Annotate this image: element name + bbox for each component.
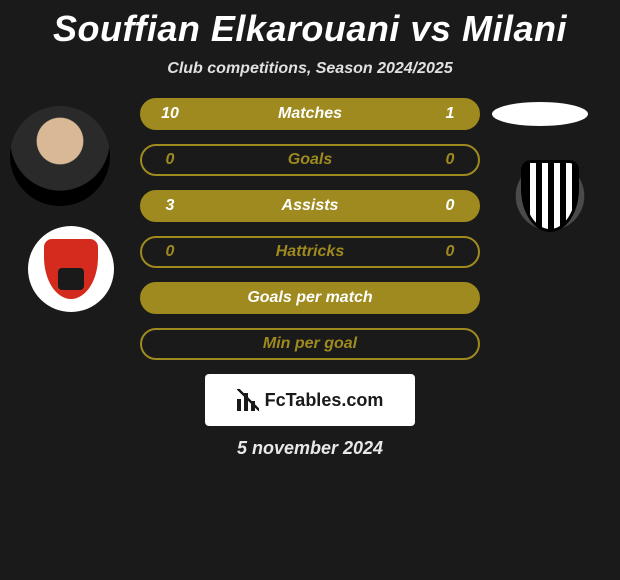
brand-badge[interactable]: FcTables.com bbox=[205, 374, 415, 426]
stat-label: Goals per match bbox=[182, 289, 438, 307]
page-title: Souffian Elkarouani vs Milani bbox=[53, 8, 567, 50]
stat-right-value: 1 bbox=[438, 105, 462, 123]
stat-row: 0Hattricks0 bbox=[140, 236, 480, 268]
stat-left-value: 0 bbox=[158, 151, 182, 169]
stat-label: Hattricks bbox=[182, 243, 438, 261]
utrecht-shield-icon bbox=[44, 239, 98, 299]
stat-left-value: 10 bbox=[158, 105, 182, 123]
season-subtitle: Club competitions, Season 2024/2025 bbox=[167, 60, 452, 78]
stat-label: Matches bbox=[182, 105, 438, 123]
club-logo-right bbox=[500, 146, 600, 246]
stat-row: 0Goals0 bbox=[140, 144, 480, 176]
heracles-shield-icon bbox=[521, 160, 579, 232]
date-label: 5 november 2024 bbox=[237, 438, 383, 459]
stat-label: Assists bbox=[182, 197, 438, 215]
stat-label: Min per goal bbox=[182, 335, 438, 353]
stat-row: 10Matches1 bbox=[140, 98, 480, 130]
stat-row: 3Assists0 bbox=[140, 190, 480, 222]
player-photo-left bbox=[10, 106, 110, 206]
brand-label: FcTables.com bbox=[265, 390, 384, 411]
stat-right-value: 0 bbox=[438, 197, 462, 215]
stat-left-value: 3 bbox=[158, 197, 182, 215]
comparison-card: Souffian Elkarouani vs Milani Club compe… bbox=[0, 0, 620, 580]
player-photo-right bbox=[492, 102, 588, 126]
stat-row: Goals per match bbox=[140, 282, 480, 314]
chart-icon bbox=[237, 389, 259, 411]
main-area: 10Matches10Goals03Assists00Hattricks0Goa… bbox=[0, 98, 620, 360]
club-logo-left bbox=[28, 226, 114, 312]
stat-label: Goals bbox=[182, 151, 438, 169]
stat-right-value: 0 bbox=[438, 151, 462, 169]
stat-row: Min per goal bbox=[140, 328, 480, 360]
stat-left-value: 0 bbox=[158, 243, 182, 261]
stat-right-value: 0 bbox=[438, 243, 462, 261]
